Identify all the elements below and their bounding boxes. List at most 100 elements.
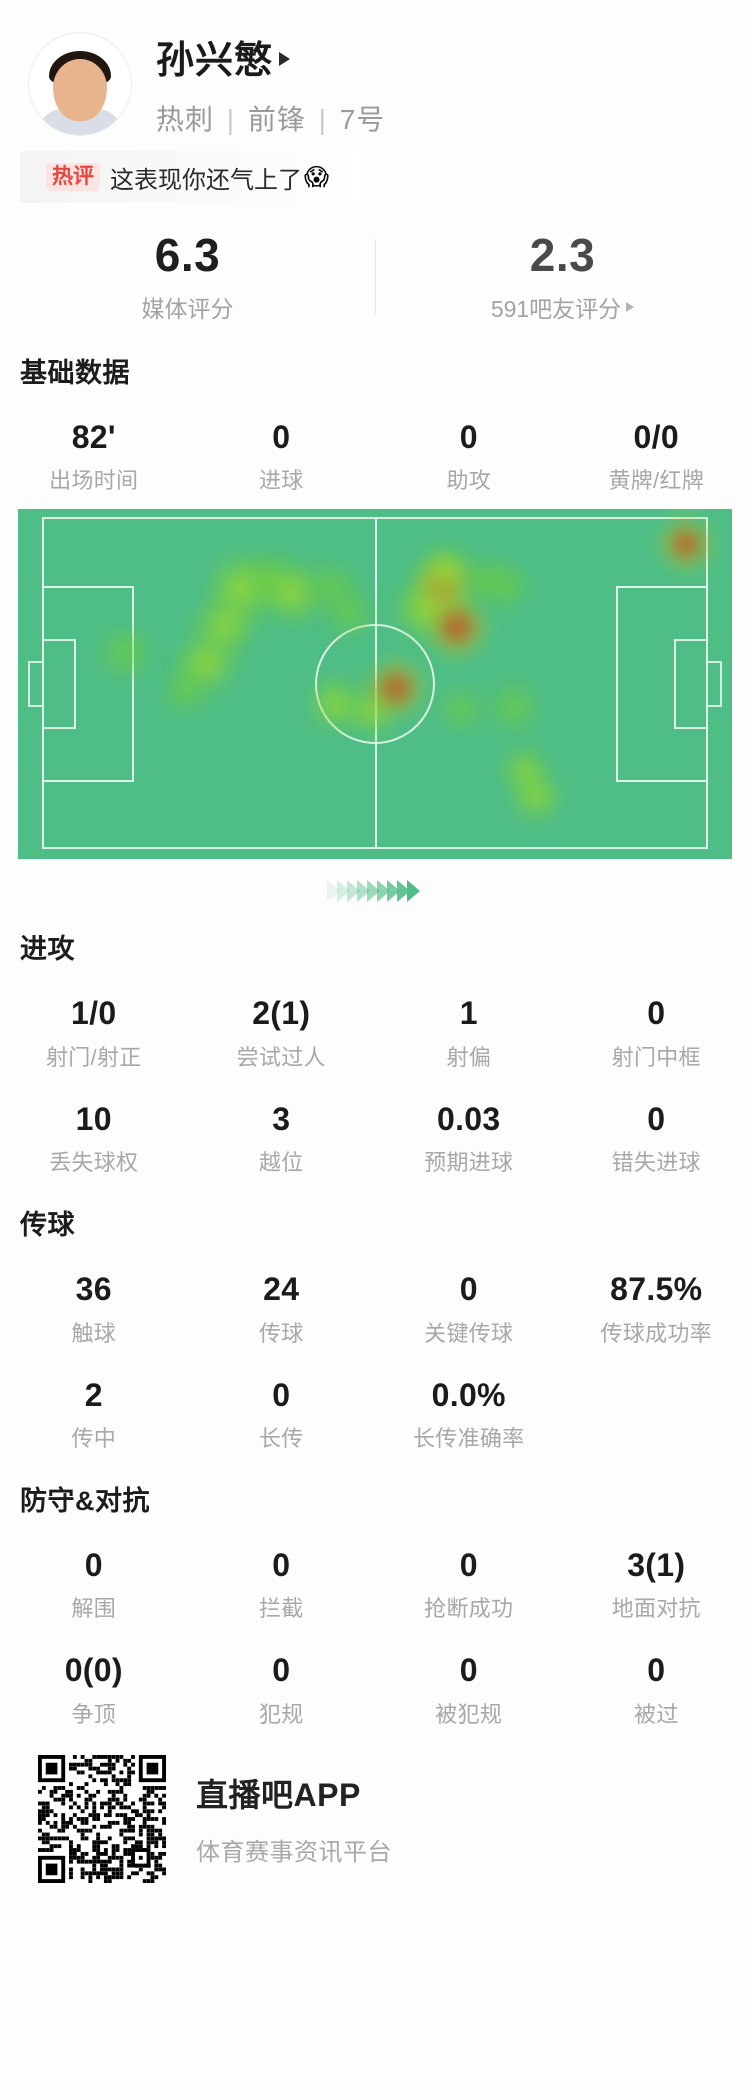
stat-label: 助攻 bbox=[446, 468, 492, 494]
stat-cell-passing-empty bbox=[563, 1376, 750, 1453]
stat-value: 0.0% bbox=[431, 1376, 506, 1413]
chevron-right-icon bbox=[396, 880, 410, 903]
section-title-attack: 进攻 bbox=[20, 934, 75, 965]
stat-cell-minutes: 82' 出场时间 bbox=[0, 418, 188, 495]
stat-value: 3 bbox=[272, 1100, 291, 1137]
rating-media-label-text: 媒体评分 bbox=[141, 295, 234, 322]
section-title-passing: 传球 bbox=[20, 1210, 75, 1241]
stat-cell-xg: 0.03 预期进球 bbox=[375, 1100, 563, 1177]
stat-cell-ground-duels: 3(1) 地面对抗 bbox=[563, 1546, 750, 1623]
chevron-right-icon bbox=[336, 880, 350, 903]
stat-value: 0 bbox=[459, 419, 478, 455]
stat-label: 黄牌/红牌 bbox=[608, 468, 705, 494]
pitch-six-yard-left bbox=[42, 639, 76, 730]
stat-label: 出场时间 bbox=[49, 468, 139, 494]
stat-row-basic-1: 82' 出场时间 0 进球 0 助攻 0/0 黄牌/红牌 bbox=[0, 418, 750, 495]
stat-label: 传球 bbox=[258, 1320, 304, 1346]
chevron-right-icon bbox=[406, 880, 420, 903]
player-name-row[interactable]: 孙兴慜 bbox=[156, 29, 385, 84]
stat-cell-shots-off: 1 射偏 bbox=[375, 994, 563, 1071]
qr-code[interactable] bbox=[38, 1754, 166, 1883]
rating-fans-label[interactable]: 591吧友评分 bbox=[491, 290, 635, 324]
stat-value: 2 bbox=[84, 1376, 103, 1413]
stat-cell-tackles-won: 0 抢断成功 bbox=[375, 1546, 563, 1623]
attack-direction-indicator bbox=[0, 873, 750, 909]
stat-label: 越位 bbox=[258, 1150, 304, 1176]
stat-cell-aerial-duels: 0(0) 争顶 bbox=[0, 1651, 188, 1728]
avatar[interactable] bbox=[28, 31, 132, 136]
stat-value: 0 bbox=[272, 1546, 291, 1583]
meta-separator-1: | bbox=[226, 104, 236, 135]
stat-value: 87.5% bbox=[610, 1271, 703, 1308]
status-badge: 热评 bbox=[46, 162, 100, 192]
stat-cell-offside: 3 越位 bbox=[188, 1100, 376, 1177]
pitch-surface bbox=[18, 509, 732, 860]
chevron-right-icon bbox=[356, 880, 370, 903]
stat-label: 被过 bbox=[633, 1701, 679, 1727]
chevron-right-icon[interactable] bbox=[279, 51, 291, 66]
stat-cell-long-balls: 0 长传 bbox=[188, 1376, 376, 1453]
stat-value: 10 bbox=[75, 1100, 112, 1137]
pitch-six-yard-right bbox=[674, 639, 708, 730]
stat-value: 1 bbox=[459, 995, 478, 1032]
stat-row-defence-1: 0 解围 0 拦截 0 抢断成功 3(1) 地面对抗 bbox=[0, 1546, 750, 1623]
stat-value: 36 bbox=[75, 1271, 112, 1308]
stat-value: 2(1) bbox=[252, 995, 311, 1032]
stat-value: 0 bbox=[272, 1652, 291, 1689]
app-footer: 直播吧APP 体育赛事资讯平台 bbox=[0, 1729, 750, 1883]
stat-value: 0/0 bbox=[633, 419, 679, 455]
stat-cell-fouled: 0 被犯规 bbox=[375, 1651, 563, 1728]
stat-label: 传球成功率 bbox=[600, 1320, 712, 1346]
stat-cell-big-chance-missed: 0 错失进球 bbox=[563, 1100, 750, 1177]
stat-value: 0 bbox=[84, 1546, 103, 1583]
stat-label: 射门中框 bbox=[611, 1044, 701, 1070]
rating-fans[interactable]: 2.3 591吧友评分 bbox=[375, 229, 750, 337]
stat-value: 0(0) bbox=[64, 1652, 123, 1689]
stat-label: 错失进球 bbox=[611, 1150, 701, 1176]
stat-cell-fouls: 0 犯规 bbox=[188, 1651, 376, 1728]
stat-label: 长传准确率 bbox=[412, 1425, 525, 1451]
stat-label: 尝试过人 bbox=[236, 1044, 326, 1070]
pitch-goal-right bbox=[708, 661, 722, 708]
stat-label: 争顶 bbox=[71, 1701, 117, 1727]
player-meta: 热刺 | 前锋 | 7号 bbox=[156, 98, 385, 138]
stat-label: 长传 bbox=[258, 1425, 304, 1451]
stat-value: 0 bbox=[272, 419, 291, 455]
stat-label: 预期进球 bbox=[424, 1150, 514, 1176]
stat-value: 0 bbox=[272, 1376, 291, 1413]
stat-cell-woodwork: 0 射门中框 bbox=[563, 994, 750, 1071]
stat-value: 0 bbox=[647, 1652, 666, 1689]
pitch-penalty-box-right bbox=[616, 586, 708, 783]
stat-cell-possession-lost: 10 丢失球权 bbox=[0, 1100, 188, 1177]
stat-cell-cards: 0/0 黄牌/红牌 bbox=[563, 418, 750, 495]
page-title: 孙兴慜 bbox=[156, 40, 274, 82]
stat-cell-dribbles: 2(1) 尝试过人 bbox=[188, 994, 376, 1071]
stat-cell-long-ball-accuracy: 0.0% 长传准确率 bbox=[375, 1376, 563, 1453]
stat-cell-pass-accuracy: 87.5% 传球成功率 bbox=[563, 1270, 750, 1347]
hot-comment-banner[interactable]: 热评 这表现你还气上了 😱 bbox=[20, 151, 360, 203]
stat-cell-clearances: 0 解围 bbox=[0, 1546, 188, 1623]
stat-cell-goals: 0 进球 bbox=[188, 418, 376, 495]
stat-label: 触球 bbox=[71, 1320, 117, 1346]
stat-label: 传中 bbox=[71, 1425, 117, 1451]
stat-cell-touches: 36 触球 bbox=[0, 1270, 188, 1347]
footer-text: 直播吧APP 体育赛事资讯平台 bbox=[196, 1770, 392, 1867]
section-title-defence: 防守&对抗 bbox=[20, 1485, 150, 1516]
stat-row-attack-2: 10 丢失球权 3 越位 0.03 预期进球 0 错失进球 bbox=[0, 1100, 750, 1177]
app-name: 直播吧APP bbox=[196, 1777, 361, 1814]
chevron-right-icon[interactable] bbox=[626, 301, 635, 312]
app-tagline: 体育赛事资讯平台 bbox=[196, 1839, 392, 1867]
stat-label: 丢失球权 bbox=[49, 1150, 139, 1176]
stat-value: 0 bbox=[459, 1546, 478, 1583]
rating-media-label: 媒体评分 bbox=[142, 290, 234, 324]
stat-value: 3(1) bbox=[627, 1546, 686, 1583]
chevron-right-icon bbox=[366, 880, 380, 903]
stat-label: 抢断成功 bbox=[424, 1596, 514, 1622]
pitch-penalty-box-left bbox=[42, 586, 134, 783]
chevron-right-icon bbox=[346, 880, 360, 903]
stat-cell-key-passes: 0 关键传球 bbox=[375, 1270, 563, 1347]
meta-separator-2: | bbox=[318, 104, 327, 135]
rating-fans-score: 2.3 bbox=[529, 229, 596, 281]
stat-row-passing-2: 2 传中 0 长传 0.0% 长传准确率 bbox=[0, 1376, 750, 1453]
